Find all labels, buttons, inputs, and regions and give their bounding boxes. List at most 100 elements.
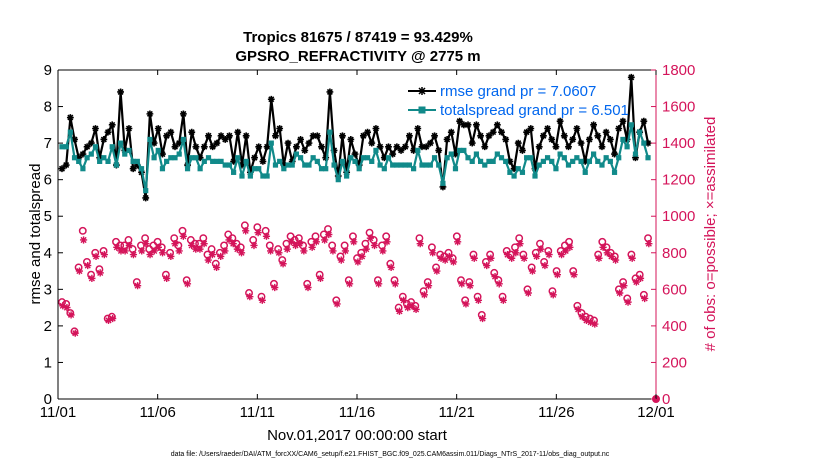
obs-assimilated-point [607,252,616,261]
rmse-point [234,128,242,136]
obs-assimilated-point [458,280,466,288]
obs-assimilated-point [566,243,574,251]
x-tick-label: 11/26 [538,404,574,421]
x-tick-label: 11/01 [40,404,76,421]
rmse-point [456,117,464,125]
totalspread-point [222,162,228,168]
totalspread-point [503,158,509,164]
obs-assimilated-point [333,300,341,308]
totalspread-point [113,162,120,168]
obs-assimilated-point [279,260,287,268]
chart-title-line2: GPSRO_REFRACTIVITY @ 2775 m [235,48,480,65]
obs-possible-point [311,232,320,241]
totalspread-point [97,158,103,164]
obs-assimilated-point [129,251,138,259]
totalspread-point [84,155,90,161]
totalspread-point [356,166,362,172]
rmse-point [418,143,426,151]
obs-assimilated-point [321,236,329,244]
obs-assimilated-point [337,256,345,264]
obs-assimilated-point [329,247,337,255]
obs-assimilated-point [445,252,453,261]
rmse-point [133,161,141,169]
totalspread-point [130,158,136,164]
rmse-point [577,139,585,147]
totalspread-point [360,155,366,161]
rmse-point [309,132,317,140]
totalspread-point [172,155,178,161]
y-left-tick-label: 0 [44,391,52,408]
y-right-tick-label: 1800 [662,62,695,79]
totalspread-point [189,155,195,161]
obs-assimilated-point [491,272,499,281]
obs-assimilated-point [524,289,532,297]
obs-possible-point [261,226,270,235]
rmse-point [435,147,443,154]
obs-assimilated-point [587,318,595,326]
totalspread-point [260,173,266,179]
totalspread-point [88,151,94,157]
rmse-point [276,125,284,132]
totalspread-point [318,166,325,172]
totalspread-point [159,166,166,172]
rmse-point [447,128,455,136]
obs-assimilated-point [146,251,154,259]
obs-assimilated-point [250,241,258,250]
rmse-point [330,147,338,154]
obs-assimilated-point [92,252,100,261]
obs-assimilated-point [138,247,146,255]
legend: rmse grand pr = 7.0607 totalspread grand… [408,83,629,119]
rmse-point [477,132,484,140]
obs-assimilated-point [362,245,370,253]
obs-assimilated-point [271,283,279,292]
totalspread-point [297,155,304,161]
totalspread-point [63,144,69,150]
obs-possible-point [427,243,436,252]
obs-assimilated-point [645,240,653,248]
obs-possible-point [324,225,332,233]
obs-assimilated-point [516,240,524,248]
obs-assimilated-point [424,282,433,290]
obs-assimilated-point [574,305,582,314]
rmse-point [590,121,598,129]
y-right-tick-label: 1600 [662,99,695,116]
totalspread-point [184,166,191,172]
rmse-point [414,125,422,132]
obs-possible-point [178,226,187,235]
obs-assimilated-point [341,247,350,255]
totalspread-point [427,162,433,168]
totalspread-series [59,122,651,194]
obs-assimilated-point [636,274,645,282]
obs-assimilated-point [196,245,204,253]
obs-possible-point [365,228,374,237]
rmse-point [586,136,593,143]
x-tick-label: 12/01 [637,404,675,421]
rmse-point [623,136,631,143]
totalspread-point [164,158,170,164]
x-tick-label: 11/11 [240,404,275,421]
rmse-point [389,150,397,158]
rmse-point [443,136,451,143]
x-tick-label: 11/21 [438,404,474,421]
obs-assimilated-point [474,296,483,304]
y-left-tick-label: 7 [44,135,52,152]
totalspread-point [109,144,115,150]
obs-assimilated-point [562,247,570,255]
totalspread-point [352,158,358,164]
obs-assimilated-point [67,311,75,319]
obs-assimilated-point [167,252,175,261]
totalspread-point [105,158,111,164]
rmse-point [351,150,359,158]
totalspread-point [565,162,572,168]
totalspread-point [524,155,530,161]
y-right-tick-label: 1400 [662,135,695,152]
obs-possible-point [515,234,524,243]
totalspread-point [138,166,145,172]
obs-assimilated-point [188,241,196,250]
chart-title-line1: Tropics 81675 / 87419 = 93.429% [243,29,473,46]
x-axis-ticks: 11/01 11/06 11/11 11/16 11/21 11/26 12/01 [40,70,675,421]
rmse-point [179,110,187,118]
rmse-point [326,88,334,96]
totalspread-point [607,158,613,164]
x-tick-label: 11/16 [339,404,375,421]
